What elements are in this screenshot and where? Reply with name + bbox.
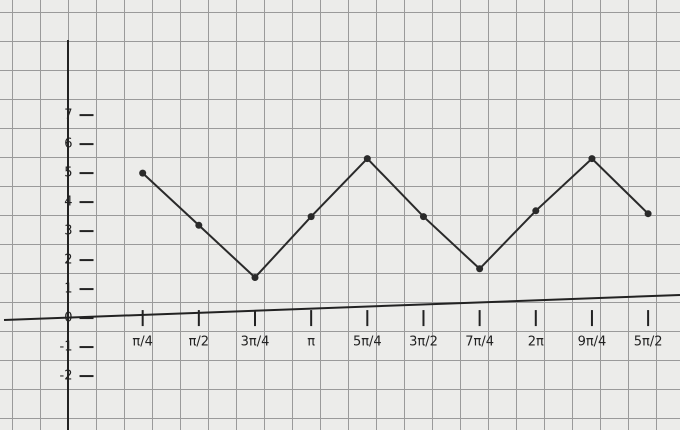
x-tick-label: 5π/4	[353, 335, 382, 350]
y-tick-label: -1	[60, 340, 73, 355]
chart: -2-101234567π/4π/23π/4π5π/43π/27π/42π9π/…	[0, 0, 680, 430]
x-tick-label: 3π/4	[241, 335, 270, 350]
point	[195, 222, 202, 229]
curve	[143, 159, 648, 278]
y-tick-label: 0	[64, 311, 72, 326]
x-tick-label: π/4	[132, 335, 152, 350]
x-tick-label: π	[307, 335, 315, 350]
point	[420, 213, 427, 220]
y-tick-label: 5	[64, 166, 72, 181]
x-tick-label: 9π/4	[578, 335, 607, 350]
y-tick-label: 1	[64, 282, 72, 297]
x-tick-label: 5π/2	[634, 335, 663, 350]
graph-paper: -2-101234567π/4π/23π/4π5π/43π/27π/42π9π/…	[0, 0, 680, 430]
x-tick-label: 2π	[528, 335, 544, 350]
x-axis	[4, 295, 680, 320]
point	[532, 207, 539, 214]
y-tick-label: 2	[64, 253, 72, 268]
point	[588, 155, 595, 162]
y-tick-label: -2	[60, 369, 73, 384]
point	[476, 265, 483, 272]
x-tick-label: 3π/2	[409, 335, 438, 350]
point	[364, 155, 371, 162]
y-tick-label: 4	[64, 195, 72, 210]
point	[308, 213, 315, 220]
x-tick-label: 7π/4	[465, 335, 494, 350]
point	[251, 274, 258, 281]
point	[139, 170, 146, 177]
y-tick-label: 7	[64, 108, 72, 123]
y-tick-label: 6	[64, 137, 72, 152]
x-tick-label: π/2	[189, 335, 209, 350]
point	[645, 210, 652, 217]
y-tick-label: 3	[64, 224, 72, 239]
